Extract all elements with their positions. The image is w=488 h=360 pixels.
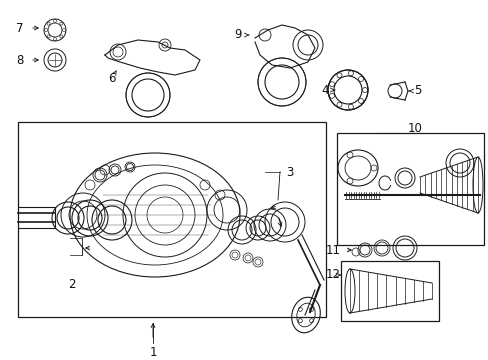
Text: 2: 2 bbox=[68, 279, 76, 292]
Text: 10: 10 bbox=[407, 122, 422, 135]
Bar bbox=[340, 261, 438, 321]
Bar bbox=[336, 133, 483, 245]
Bar bbox=[18, 122, 325, 317]
Text: 6: 6 bbox=[108, 72, 116, 85]
Text: 9: 9 bbox=[234, 28, 241, 41]
Text: 11: 11 bbox=[325, 243, 340, 256]
Text: 4: 4 bbox=[321, 84, 328, 96]
Text: 7: 7 bbox=[16, 22, 24, 35]
Text: 12: 12 bbox=[325, 269, 340, 282]
Text: 3: 3 bbox=[286, 166, 293, 179]
Text: 5: 5 bbox=[413, 84, 421, 96]
Text: 1: 1 bbox=[149, 346, 157, 359]
Text: 8: 8 bbox=[16, 54, 23, 67]
